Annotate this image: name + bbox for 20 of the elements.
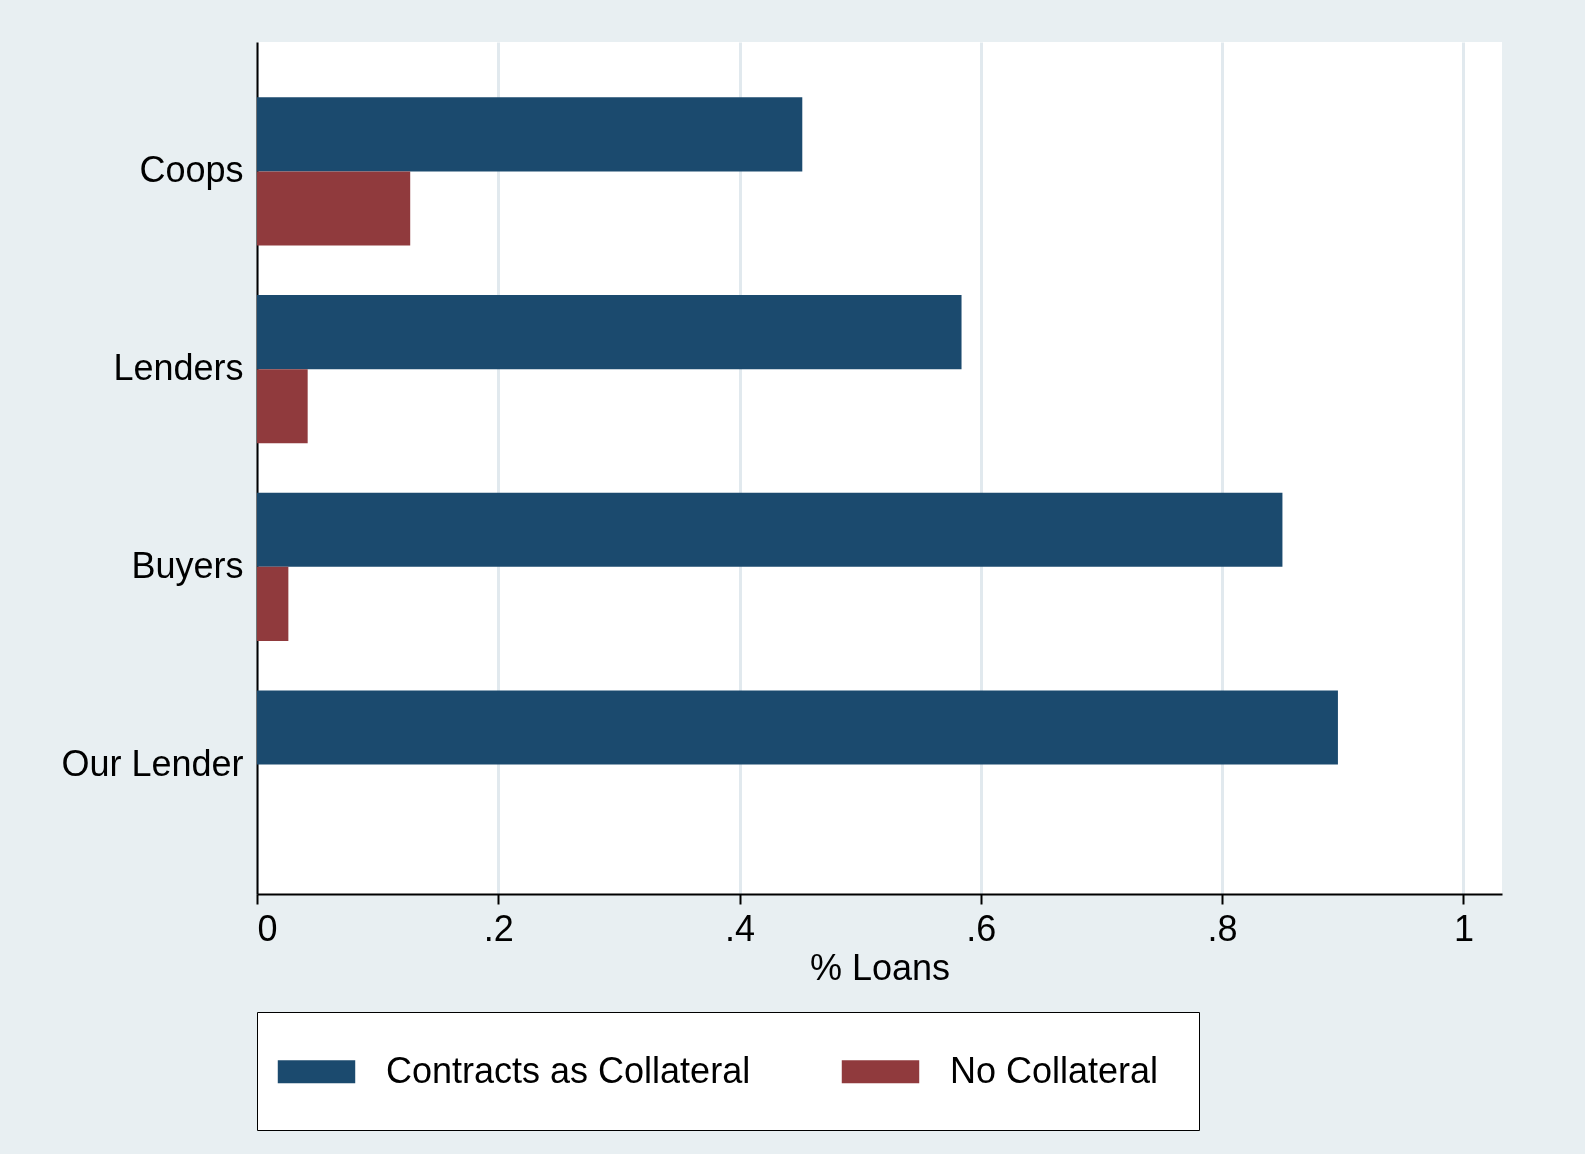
bar	[257, 171, 411, 246]
y-tick-label: Buyers	[131, 544, 244, 586]
x-tick-label: 0	[257, 907, 278, 949]
bar	[257, 492, 1283, 567]
x-axis-title: % Loans	[809, 946, 951, 988]
bar	[257, 690, 1338, 765]
y-tick-label: Coops	[139, 149, 244, 191]
legend-label: No Collateral	[950, 1049, 1159, 1091]
y-tick-label: Our Lender	[61, 742, 244, 784]
x-tick-label: .4	[725, 907, 756, 949]
legend-label: Contracts as Collateral	[386, 1049, 751, 1091]
x-tick-label: .6	[966, 907, 997, 949]
bar	[257, 295, 962, 370]
x-tick-label: 1	[1453, 907, 1474, 949]
bar	[257, 566, 289, 641]
x-tick-label: .2	[483, 907, 514, 949]
bar	[257, 369, 308, 444]
bar	[257, 97, 803, 172]
y-tick-label: Lenders	[113, 347, 244, 389]
x-tick-label: .8	[1207, 907, 1238, 949]
